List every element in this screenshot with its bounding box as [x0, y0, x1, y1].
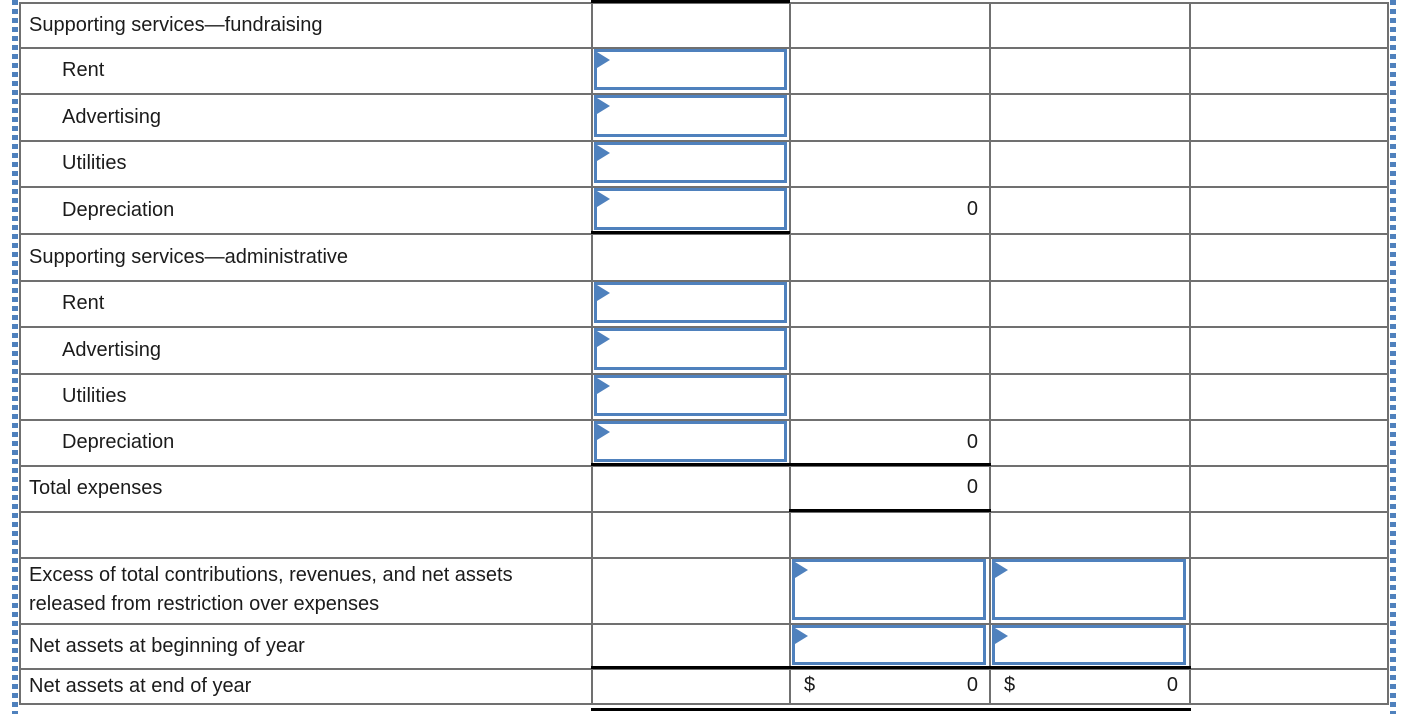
grid-line-horizontal — [19, 703, 1389, 705]
grid-line-horizontal — [19, 140, 1389, 142]
input-flag-icon — [597, 191, 610, 207]
input-cell-advertising-fundraising[interactable] — [594, 95, 787, 137]
row-label-total-expenses: Total expenses — [29, 477, 163, 499]
input-flag-icon — [795, 628, 808, 644]
amount: 0 — [1166, 674, 1178, 696]
row-label-rent-administrative: Rent — [62, 292, 105, 314]
grid-line-horizontal — [19, 186, 1389, 188]
value-cell-total-expenses: 0 — [966, 475, 978, 498]
grid-line-horizontal — [19, 47, 1389, 49]
input-flag-icon — [597, 378, 610, 394]
grid-line-vertical — [1387, 2, 1389, 703]
grid-line-horizontal — [19, 557, 1389, 559]
input-cell-depreciation-administrative[interactable] — [594, 421, 787, 462]
value-cell-fundraising-subtotal: 0 — [966, 198, 978, 220]
grid-line-vertical — [1189, 2, 1191, 703]
input-flag-icon — [597, 331, 610, 347]
grid-line-vertical — [591, 2, 593, 703]
rule-top-amount-column — [591, 0, 790, 3]
row-label-depreciation-fundraising: Depreciation — [62, 198, 175, 221]
rule-under-total-expenses — [789, 509, 991, 512]
row-label-advertising-administrative: Advertising — [62, 338, 161, 361]
grid-line-horizontal — [19, 511, 1389, 513]
grid-line-horizontal — [19, 373, 1389, 375]
grid-line-horizontal — [19, 419, 1389, 421]
row-label-advertising-fundraising: Advertising — [62, 105, 161, 128]
input-flag-icon — [597, 98, 610, 114]
currency-symbol: $ — [804, 674, 816, 696]
rule-above-net-assets-end — [591, 666, 1191, 669]
value-cell-net-assets-end-col2: $ 0 — [1004, 668, 1178, 703]
input-cell-utilities-fundraising[interactable] — [594, 142, 787, 183]
value-cell-administrative-subtotal: 0 — [966, 430, 978, 453]
row-label-depreciation-administrative: Depreciation — [62, 431, 175, 453]
row-label-rent-fundraising: Rent — [62, 59, 105, 81]
row-label-net-assets-end: Net assets at end of year — [29, 675, 252, 697]
grid-line-horizontal — [19, 233, 1389, 235]
grid-line-horizontal — [19, 280, 1389, 282]
selection-border-left — [12, 0, 18, 714]
input-flag-icon — [795, 562, 808, 578]
row-label-utilities-administrative: Utilities — [62, 385, 127, 407]
value-cell-net-assets-end-col1: $ 0 — [804, 668, 978, 703]
input-cell-net-assets-beginning-col2[interactable] — [992, 625, 1186, 665]
input-flag-icon — [995, 562, 1008, 578]
input-cell-advertising-administrative[interactable] — [594, 328, 787, 370]
input-flag-icon — [597, 424, 610, 440]
row-label-supporting-administrative: Supporting services—administrative — [29, 245, 349, 268]
rule-under-fundraising-inputs — [591, 231, 790, 234]
grid-line-horizontal — [19, 2, 1389, 4]
selection-border-right — [1390, 0, 1396, 714]
grid-line-horizontal — [19, 93, 1389, 95]
input-cell-depreciation-fundraising[interactable] — [594, 188, 787, 230]
input-cell-rent-fundraising[interactable] — [594, 49, 787, 90]
grid-line-vertical — [789, 2, 791, 703]
input-flag-icon — [995, 628, 1008, 644]
grid-line-horizontal — [19, 326, 1389, 328]
rule-bottom-double-underline — [591, 708, 1191, 711]
input-cell-utilities-administrative[interactable] — [594, 375, 787, 416]
grid-line-vertical — [989, 2, 991, 703]
input-flag-icon — [597, 145, 610, 161]
input-cell-rent-administrative[interactable] — [594, 282, 787, 323]
row-label-net-assets-beginning: Net assets at beginning of year — [29, 634, 305, 657]
row-label-excess: Excess of total contributions, revenues,… — [29, 564, 513, 615]
input-cell-excess-col1[interactable] — [792, 559, 986, 620]
grid-line-horizontal — [19, 465, 1389, 467]
row-label-utilities-fundraising: Utilities — [62, 152, 127, 174]
grid-line-horizontal — [19, 623, 1389, 625]
input-cell-net-assets-beginning-col1[interactable] — [792, 625, 986, 665]
currency-symbol: $ — [1004, 674, 1016, 696]
input-flag-icon — [597, 52, 610, 68]
amount: 0 — [966, 674, 978, 696]
input-flag-icon — [597, 285, 610, 301]
grid-line-horizontal — [19, 668, 1389, 670]
grid-line-vertical — [19, 2, 21, 703]
input-cell-excess-col2[interactable] — [992, 559, 1186, 620]
row-label-supporting-fundraising: Supporting services—fundraising — [29, 13, 323, 36]
rule-under-administrative-inputs — [591, 463, 991, 466]
